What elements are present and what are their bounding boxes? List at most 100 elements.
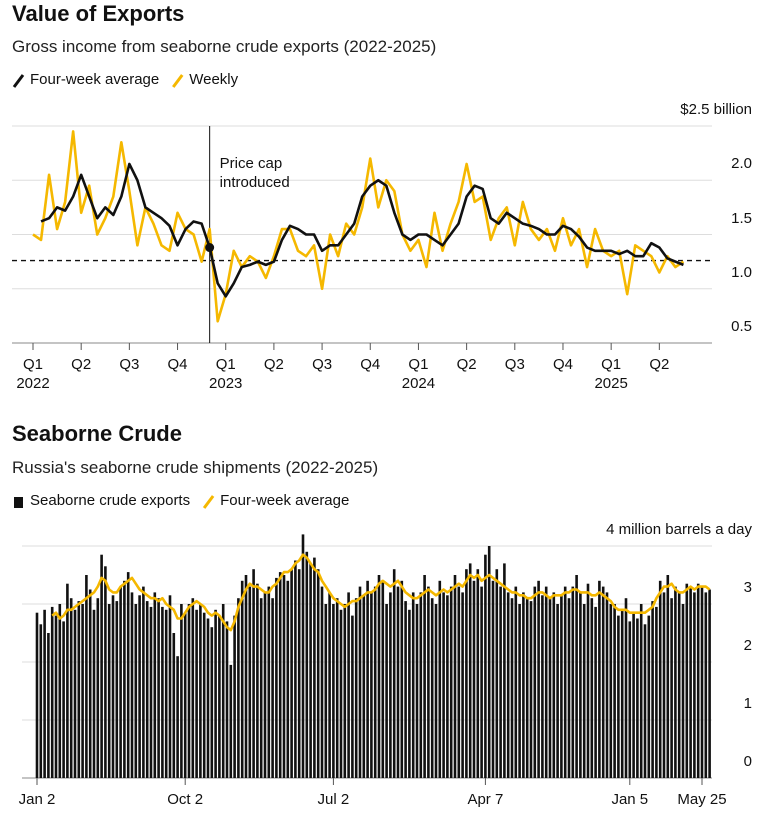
y-tick-label: 4 million barrels a day	[606, 521, 752, 538]
bar	[598, 580, 601, 778]
legend-swatch	[202, 495, 215, 509]
y-tick-label: 2.0	[731, 155, 752, 173]
bar	[674, 586, 677, 778]
bar	[632, 612, 635, 778]
bar	[164, 609, 168, 778]
bar	[582, 604, 586, 778]
bar	[202, 612, 206, 778]
bar	[419, 592, 423, 778]
legend-swatch	[14, 497, 23, 508]
bar	[430, 598, 434, 778]
bar	[567, 598, 571, 778]
x-tick-label: Jul 2	[317, 791, 350, 808]
bar	[552, 592, 556, 778]
y-tick-label: 1.0	[731, 263, 752, 281]
x-tick-label: Jan 5	[611, 791, 649, 808]
bar	[639, 604, 643, 778]
bar	[506, 592, 510, 778]
x-tick-label: Apr 7	[467, 791, 504, 808]
y-tick-label: 3	[743, 579, 752, 596]
bar	[354, 598, 358, 778]
bar	[297, 569, 301, 778]
bar	[62, 621, 65, 778]
bar	[92, 609, 96, 778]
bar	[351, 615, 354, 778]
bar	[366, 580, 369, 778]
bar	[172, 633, 176, 778]
bar	[590, 598, 594, 778]
bar	[332, 604, 335, 778]
y-tick-label: 1.5	[731, 209, 752, 227]
bar	[267, 586, 271, 778]
bar	[259, 598, 263, 778]
bar	[305, 551, 309, 778]
bar	[244, 575, 248, 778]
bar	[218, 615, 221, 778]
bar	[579, 592, 582, 778]
bar	[571, 586, 575, 778]
bar	[176, 656, 179, 778]
bar	[206, 618, 210, 778]
bar	[476, 569, 480, 778]
bar	[183, 612, 187, 778]
series-line	[32, 130, 685, 323]
bar	[666, 575, 670, 778]
bar	[529, 601, 533, 778]
bar	[708, 589, 711, 778]
bar	[689, 586, 692, 778]
series-line	[40, 162, 684, 298]
bar	[446, 595, 449, 778]
bar	[107, 604, 111, 778]
bar	[115, 601, 119, 778]
bar	[563, 586, 567, 778]
bar	[624, 598, 628, 778]
bar	[263, 592, 267, 778]
bar	[400, 580, 404, 778]
bar	[324, 604, 328, 778]
x-tick-label: Q2	[71, 356, 92, 373]
bar	[457, 586, 461, 778]
bar	[47, 633, 50, 778]
bar	[191, 598, 195, 778]
legend-swatch	[12, 74, 25, 88]
bar	[560, 595, 563, 778]
bar	[636, 618, 639, 778]
bar	[453, 575, 457, 778]
bar	[180, 604, 183, 778]
legend-label: Four-week average	[220, 492, 350, 509]
chart-title: Seaborne Crude	[12, 421, 182, 446]
bar	[290, 569, 293, 778]
bar	[256, 583, 259, 778]
x-tick-label: Q4	[167, 356, 188, 373]
annotation-dot	[205, 243, 215, 253]
bar	[556, 604, 559, 778]
bar	[237, 598, 240, 778]
bar	[670, 598, 673, 778]
bar	[278, 572, 282, 778]
bar	[96, 598, 100, 778]
bar	[240, 580, 244, 778]
bar	[685, 583, 689, 778]
bar	[605, 592, 609, 778]
bar	[248, 586, 252, 778]
legend-label: Weekly	[189, 71, 239, 88]
legend-swatch	[172, 74, 184, 88]
bar	[655, 606, 658, 778]
bar	[484, 554, 487, 778]
bar	[468, 563, 472, 778]
bar	[362, 595, 366, 778]
bar	[491, 580, 495, 778]
bar	[39, 624, 43, 778]
bar	[370, 592, 373, 778]
bar	[347, 592, 350, 778]
x-tick-label: Q1 2023	[209, 356, 243, 392]
bar	[153, 592, 157, 778]
bar	[385, 604, 388, 778]
x-tick-label: Q3	[504, 356, 525, 373]
bar	[123, 580, 126, 778]
bar	[442, 592, 445, 778]
bar	[704, 592, 708, 778]
bar	[187, 604, 191, 778]
bar	[134, 604, 138, 778]
